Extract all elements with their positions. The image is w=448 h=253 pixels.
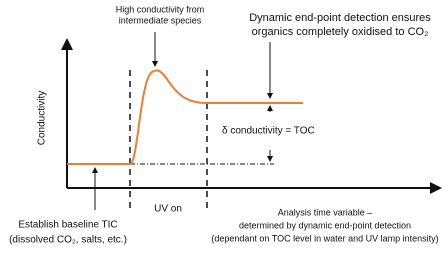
- peak-label: High conductivity from: [116, 4, 205, 14]
- analysis-label: determined by dynamic end-point detectio…: [239, 220, 411, 230]
- baseline-label: (dissolved CO₂, salts, etc.): [9, 235, 127, 246]
- uv-on-label: UV on: [154, 204, 182, 215]
- delta-label: δ conductivity = TOC: [222, 126, 315, 137]
- endpoint-label: Dynamic end-point detection ensures: [249, 12, 431, 24]
- y-axis-label: Conductivity: [37, 91, 48, 145]
- analysis-label: (dependant on TOC level in water and UV …: [211, 233, 438, 243]
- analysis-label: Analysis time variable –: [278, 207, 373, 217]
- peak-label: intermediate species: [119, 15, 202, 25]
- endpoint-label: organics completely oxidised to CO₂: [252, 26, 429, 38]
- conductivity-curve: [67, 69, 303, 165]
- baseline-label: Establish baseline TIC: [18, 220, 117, 231]
